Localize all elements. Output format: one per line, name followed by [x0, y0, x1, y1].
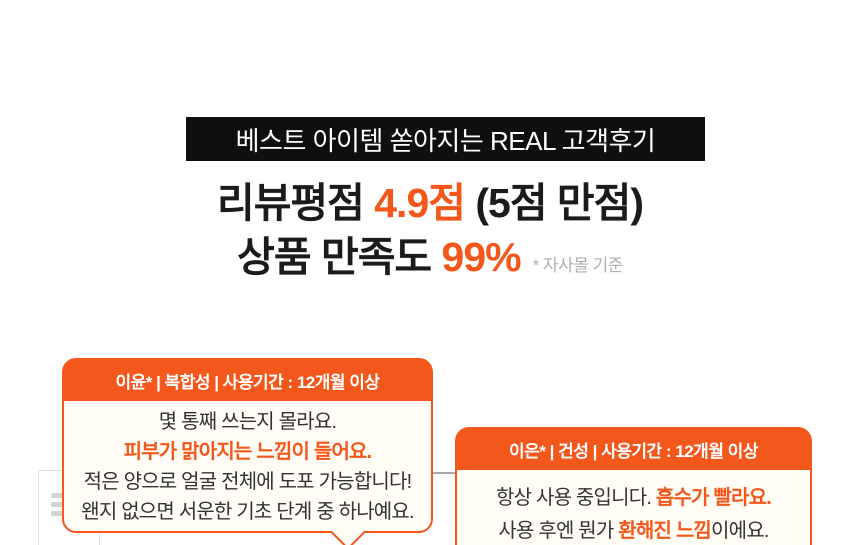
review-text-segment: 이에요. [711, 520, 769, 542]
review-score-post: (5점 만점) [464, 180, 644, 226]
satisfaction-line: 상품 만족도 99% * 자사몰 기준 [0, 230, 860, 293]
review-text-segment: 적은 양으로 얼굴 전체에 도포 가능합니다! [83, 471, 413, 493]
review-line: 피부가 맑아지는 느낌이 들어요. [64, 437, 431, 467]
review-line: 적은 양으로 얼굴 전체에 도포 가능합니다! [64, 467, 431, 497]
footnote: * 자사몰 기준 [532, 256, 624, 275]
banner-label: 베스트 아이템 쏟아지는 REAL 고객후기 [235, 125, 656, 156]
review-text-segment: 사용 후엔 뭔가 [498, 520, 619, 542]
review-card-2-header: 이은* | 건성 | 사용기간 : 12개월 이상 [456, 428, 811, 470]
satisfaction-pre: 상품 만족도 [237, 234, 442, 280]
review-text-segment: 항상 사용 중입니다. [496, 487, 656, 509]
review-text-segment: 피부가 맑아지는 느낌이 들어요. [123, 441, 373, 463]
satisfaction-value: 99% [441, 234, 522, 280]
review-text-segment: 몇 통째 쓰는지 몰라요. [158, 411, 337, 433]
review-line: 몇 통째 쓰는지 몰라요. [64, 407, 431, 437]
review-line: 왠지 없으면 서운한 기초 단계 중 하나예요. [64, 497, 431, 527]
review-line: 항상 사용 중입니다. 흡수가 빨라요. [457, 482, 810, 515]
review-line: 사용 후엔 뭔가 환해진 느낌이에요. [457, 515, 810, 545]
reviewer-info: 이윤* | 복합성 | 사용기간 : 12개월 이상 [115, 372, 380, 392]
review-card-2-body: 항상 사용 중입니다. 흡수가 빨라요. 사용 후엔 뭔가 환해진 느낌이에요. [457, 469, 810, 545]
blurred-text-line [51, 493, 68, 498]
review-score-value: 4.9점 [374, 180, 466, 226]
review-card-1: 이윤* | 복합성 | 사용기간 : 12개월 이상 몇 통째 쓰는지 몰라요.… [62, 358, 433, 545]
blurred-text-line [51, 502, 68, 507]
review-card-1-header: 이윤* | 복합성 | 사용기간 : 12개월 이상 [63, 359, 432, 401]
section-banner: 베스트 아이템 쏟아지는 REAL 고객후기 [186, 117, 705, 161]
review-score-line: 리뷰평점 4.9점 (5점 만점) [0, 176, 860, 230]
review-summary-heading: 리뷰평점 4.9점 (5점 만점) 상품 만족도 99% * 자사몰 기준 [0, 176, 860, 293]
review-card-1-body: 몇 통째 쓰는지 몰라요. 피부가 맑아지는 느낌이 들어요. 적은 양으로 얼굴 … [64, 400, 431, 527]
blurred-text-line [51, 511, 68, 516]
reviewer-info: 이은* | 건성 | 사용기간 : 12개월 이상 [509, 441, 758, 461]
review-text-segment: 환해진 느낌 [618, 520, 712, 542]
review-score-pre: 리뷰평점 [216, 180, 375, 226]
review-text-segment: 흡수가 빨라요. [655, 487, 772, 509]
background-card-edge [420, 472, 470, 474]
review-text-segment: 왠지 없으면 서운한 기초 단계 중 하나예요. [81, 501, 414, 523]
review-card-2: 이은* | 건성 | 사용기간 : 12개월 이상 항상 사용 중입니다. 흡수… [455, 427, 812, 545]
